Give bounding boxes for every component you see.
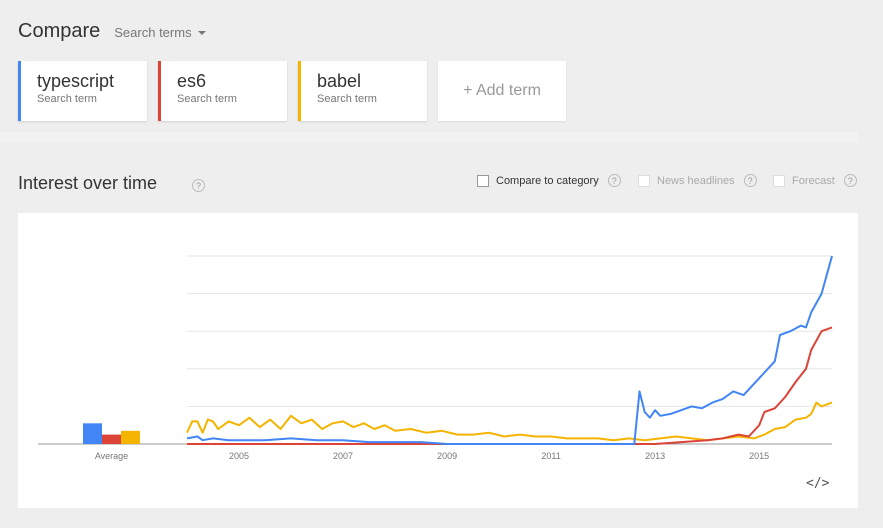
news-headlines-checkbox[interactable] bbox=[638, 174, 650, 187]
term-subtitle: Search term bbox=[37, 93, 97, 105]
compare-to-category-label: Compare to category bbox=[496, 174, 599, 187]
x-tick-label: 2009 bbox=[437, 451, 457, 461]
help-icon[interactable]: ? bbox=[743, 174, 757, 187]
option-news-headlines: News headlines ? bbox=[638, 174, 757, 187]
interest-over-time-title: Interest over time bbox=[18, 173, 158, 193]
option-compare-to-category: Compare to category ? bbox=[477, 174, 621, 187]
x-tick-label: 2011 bbox=[541, 451, 560, 461]
option-forecast: Forecast ? bbox=[773, 174, 857, 187]
series-line-typescript bbox=[186, 255, 833, 445]
news-headlines-label: News headlines bbox=[657, 174, 735, 187]
average-label: Average bbox=[95, 451, 128, 461]
interest-chart: Average 2005 2007 2009 2011 2013 2015 bbox=[38, 255, 833, 461]
term-subtitle: Search term bbox=[177, 93, 237, 105]
term-color-bar bbox=[298, 61, 301, 121]
term-color-bar bbox=[18, 61, 21, 121]
search-terms-label: Search terms bbox=[114, 25, 192, 40]
series-line-babel bbox=[186, 401, 833, 442]
term-card-typescript[interactable]: typescript Search term bbox=[18, 61, 147, 121]
series-line-es6 bbox=[187, 326, 833, 445]
help-icon[interactable]: ? bbox=[607, 174, 621, 187]
term-card-babel[interactable]: babel Search term bbox=[298, 61, 427, 121]
page-title: Compare bbox=[18, 20, 101, 42]
term-card-es6[interactable]: es6 Search term bbox=[158, 61, 287, 121]
terms-row: typescript Search term es6 Search term b… bbox=[18, 61, 566, 121]
forecast-label: Forecast bbox=[792, 174, 835, 187]
interest-chart-panel: Average 2005 2007 2009 2011 2013 2015 </> bbox=[18, 213, 858, 508]
x-tick-label: 2013 bbox=[645, 451, 665, 461]
term-name: typescript bbox=[37, 71, 115, 91]
help-icon[interactable]: ? bbox=[192, 179, 205, 192]
term-name: es6 bbox=[177, 71, 207, 91]
caret-down-icon bbox=[197, 30, 206, 35]
section-divider bbox=[0, 132, 858, 142]
x-tick-label: 2007 bbox=[333, 451, 353, 461]
help-icon[interactable]: ? bbox=[843, 174, 857, 187]
term-subtitle: Search term bbox=[317, 93, 377, 105]
add-term-button[interactable]: + Add term bbox=[438, 61, 566, 121]
x-tick-label: 2015 bbox=[749, 451, 769, 461]
compare-header: Compare Search terms bbox=[18, 20, 206, 43]
average-bar-es6 bbox=[102, 434, 121, 444]
embed-code-icon[interactable]: </> bbox=[806, 476, 830, 491]
term-color-bar bbox=[158, 61, 161, 121]
x-tick-label: 2005 bbox=[229, 451, 249, 461]
average-bar-typescript bbox=[83, 423, 102, 444]
forecast-checkbox[interactable] bbox=[773, 174, 785, 187]
term-name: babel bbox=[317, 71, 362, 91]
compare-to-category-checkbox[interactable] bbox=[477, 174, 489, 187]
search-terms-dropdown[interactable]: Search terms bbox=[114, 25, 206, 40]
average-bar-babel bbox=[121, 430, 140, 444]
